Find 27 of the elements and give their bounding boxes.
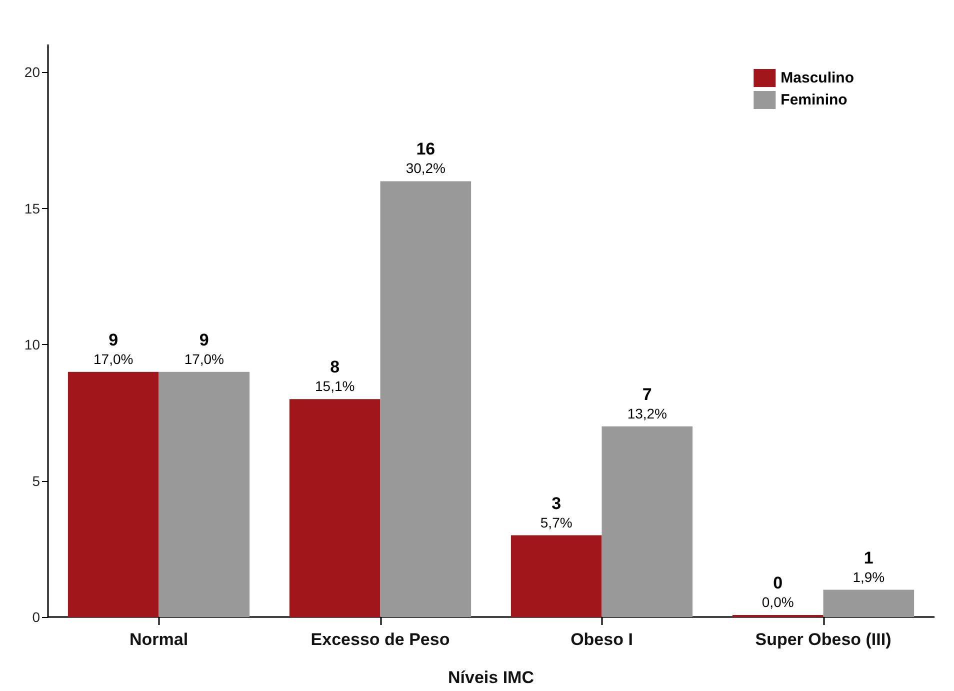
bar xyxy=(68,372,159,617)
x-tick-label: Obeso I xyxy=(570,630,633,649)
y-tick-label: 15 xyxy=(24,200,40,216)
legend-label: Feminino xyxy=(780,92,848,108)
x-tick-label: Normal xyxy=(129,630,188,649)
data-label: 8 15,1% xyxy=(314,358,355,394)
bar xyxy=(158,372,250,617)
bar xyxy=(289,399,380,617)
legend-label: Masculino xyxy=(780,70,854,86)
y-tick-label: 10 xyxy=(24,336,40,353)
data-label: 9 17,0% xyxy=(93,330,134,367)
bar xyxy=(602,426,693,617)
x-tick-label: Excesso de Peso xyxy=(310,630,450,649)
x-axis-title: Níveis IMC xyxy=(448,668,534,687)
bar xyxy=(380,181,472,617)
bar xyxy=(510,535,602,617)
data-label: 0 0,0% xyxy=(762,574,794,610)
y-tick-label: 20 xyxy=(24,64,40,80)
data-label: 3 5,7% xyxy=(540,494,572,530)
y-tick-label: 0 xyxy=(32,609,40,625)
data-label: 9 17,0% xyxy=(184,330,224,367)
x-tick-label: Super Obeso (III) xyxy=(755,630,892,649)
data-label: 7 13,2% xyxy=(627,384,668,422)
data-label: 1 1,9% xyxy=(852,548,885,585)
data-label: 16 30,2% xyxy=(406,140,446,176)
bar xyxy=(823,590,914,617)
y-tick-label: 5 xyxy=(32,472,40,489)
